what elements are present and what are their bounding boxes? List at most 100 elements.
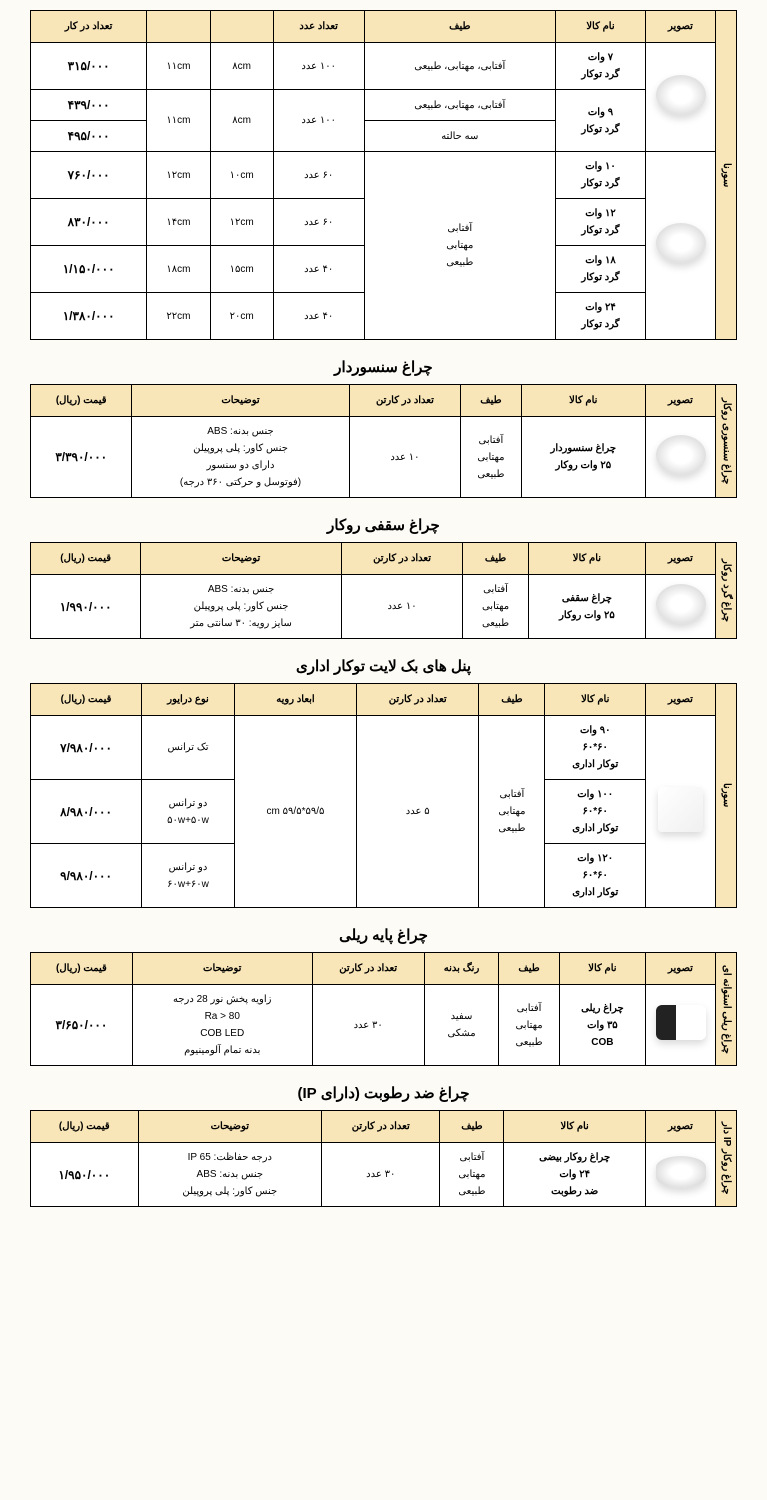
th-spec: طیف xyxy=(440,1111,504,1143)
dim2: ۱۲cm xyxy=(147,152,210,199)
th-qty: تعداد در کارتن xyxy=(341,543,462,575)
driver-type: تک ترانس xyxy=(142,716,235,780)
category-label: چراغ سنسوری روکار xyxy=(716,385,737,498)
table-row: ۱۰ واتگرد توکار آفتابیمهتابیطبیعی ۶۰ عدد… xyxy=(31,152,737,199)
dimensions: ۵۹/۵*۵۹/۵ cm xyxy=(234,716,356,908)
th-price: قیمت (ریال) xyxy=(31,953,133,985)
product-image xyxy=(646,152,716,340)
th-image: تصویر xyxy=(646,953,716,985)
price: ۱/۳۸۰/۰۰۰ xyxy=(31,293,147,340)
product-image xyxy=(646,985,716,1066)
dim2: ۱۴cm xyxy=(147,199,210,246)
description: زاویه پخش نور 28 درجه80 < RaCOB LEDبدنه … xyxy=(132,985,312,1066)
recessed-round-table: سورنا تصویر نام کالا طیف تعداد عدد تعداد… xyxy=(30,10,737,340)
light-spec: آفتابیمهتابیطبیعی xyxy=(461,417,521,498)
product-image xyxy=(646,417,716,498)
th-qty: تعداد در کارتن xyxy=(322,1111,440,1143)
qty: ۶۰ عدد xyxy=(273,152,364,199)
qty: ۴۰ عدد xyxy=(273,246,364,293)
th-driver: نوع درایور xyxy=(142,684,235,716)
table-row: چراغ روکار بیضی۲۴ واتضد رطوبت آفتابیمهتا… xyxy=(31,1143,737,1207)
light-spec: آفتابیمهتابیطبیعی xyxy=(463,575,529,639)
product-name: چراغ سنسوردار۲۵ وات روکار xyxy=(521,417,645,498)
section-title: چراغ ضد رطوبت (دارای IP) xyxy=(30,1084,737,1102)
price: ۱/۱۵۰/۰۰۰ xyxy=(31,246,147,293)
light-spec: سه حالته xyxy=(364,121,555,152)
dim1: ۲۰cm xyxy=(210,293,273,340)
track-light-table: چراغ ریلی استوانه ای تصویر نام کالا طیف … xyxy=(30,952,737,1066)
product-name: ۱۰ واتگرد توکار xyxy=(555,152,645,199)
th-name: نام کالا xyxy=(555,11,645,43)
price: ۹/۹۸۰/۰۰۰ xyxy=(31,844,142,908)
product-image xyxy=(646,575,716,639)
category-label: چراغ گرد روکار xyxy=(716,543,737,639)
table-row: ۹ واتگرد توکار آفتابی، مهتابی، طبیعی ۱۰۰… xyxy=(31,90,737,121)
section-title: چراغ پایه ریلی xyxy=(30,926,737,944)
th-desc: توضیحات xyxy=(138,1111,322,1143)
th-d2 xyxy=(147,11,210,43)
th-name: نام کالا xyxy=(521,385,645,417)
price: ۳/۳۹۰/۰۰۰ xyxy=(31,417,132,498)
section-title: چراغ سنسوردار xyxy=(30,358,737,376)
product-image xyxy=(646,1143,716,1207)
th-spec: طیف xyxy=(461,385,521,417)
qty: ۴۰ عدد xyxy=(273,293,364,340)
th-desc: توضیحات xyxy=(141,543,342,575)
body-color: سفیدمشکی xyxy=(424,985,499,1066)
th-price: تعداد در کار xyxy=(31,11,147,43)
th-d1 xyxy=(210,11,273,43)
th-price: قیمت (ریال) xyxy=(31,385,132,417)
dim2: ۱۱cm xyxy=(147,43,210,90)
th-qty: تعداد در کارتن xyxy=(357,684,479,716)
th-spec: طیف xyxy=(499,953,560,985)
sensor-light-table: چراغ سنسوری روکار تصویر نام کالا طیف تعد… xyxy=(30,384,737,498)
th-image: تصویر xyxy=(646,11,716,43)
driver-type: دو ترانس۵۰w+۵۰w xyxy=(142,780,235,844)
product-name: ۱۸ واتگرد توکار xyxy=(555,246,645,293)
product-name: ۲۴ واتگرد توکار xyxy=(555,293,645,340)
dim1: ۸cm xyxy=(210,43,273,90)
th-image: تصویر xyxy=(646,1111,716,1143)
dim2: ۱۱cm xyxy=(147,90,210,152)
dim1: ۱۲cm xyxy=(210,199,273,246)
price: ۱/۹۵۰/۰۰۰ xyxy=(31,1143,139,1207)
qty: ۶۰ عدد xyxy=(273,199,364,246)
category-label: سورنا xyxy=(716,684,737,908)
th-price: قیمت (ریال) xyxy=(31,684,142,716)
light-spec: آفتابیمهتابیطبیعی xyxy=(499,985,560,1066)
table-row: چراغ سنسوردار۲۵ وات روکار آفتابیمهتابیطب… xyxy=(31,417,737,498)
price: ۴۹۵/۰۰۰ xyxy=(31,121,147,152)
th-image: تصویر xyxy=(646,385,716,417)
product-name: چراغ سقفی۲۵ وات روکار xyxy=(528,575,645,639)
product-name: ۱۰۰ وات۶۰*۶۰توکار اداری xyxy=(545,780,646,844)
product-name: ۱۲ واتگرد توکار xyxy=(555,199,645,246)
backlight-panel-table: سورنا تصویر نام کالا طیف تعداد در کارتن … xyxy=(30,683,737,908)
qty: ۱۰ عدد xyxy=(349,417,461,498)
dim1: ۱۰cm xyxy=(210,152,273,199)
th-spec: طیف xyxy=(479,684,545,716)
dim2: ۲۲cm xyxy=(147,293,210,340)
driver-type: دو ترانس۶۰w+۶۰w xyxy=(142,844,235,908)
table-row: ۹۰ وات۶۰*۶۰توکار اداری آفتابیمهتابیطبیعی… xyxy=(31,716,737,780)
price: ۸/۹۸۰/۰۰۰ xyxy=(31,780,142,844)
th-name: نام کالا xyxy=(559,953,645,985)
table-row: ۷ واتگرد توکار آفتابی، مهتابی، طبیعی ۱۰۰… xyxy=(31,43,737,90)
light-spec: آفتابیمهتابیطبیعی xyxy=(364,152,555,340)
price: ۷/۹۸۰/۰۰۰ xyxy=(31,716,142,780)
th-qty: تعداد در کارتن xyxy=(349,385,461,417)
th-name: نام کالا xyxy=(528,543,645,575)
th-desc: توضیحات xyxy=(132,385,349,417)
ceiling-surface-table: چراغ گرد روکار تصویر نام کالا طیف تعداد … xyxy=(30,542,737,639)
description: درجه حفاظت: IP 65جنس بدنه: ABSجنس کاور: … xyxy=(138,1143,322,1207)
qty: ۱۰۰ عدد xyxy=(273,90,364,152)
description: جنس بدنه: ABSجنس کاور: پلی پروپیلندارای … xyxy=(132,417,349,498)
price: ۳/۶۵۰/۰۰۰ xyxy=(31,985,133,1066)
light-spec: آفتابی، مهتابی، طبیعی xyxy=(364,90,555,121)
th-image: تصویر xyxy=(646,543,716,575)
th-desc: توضیحات xyxy=(132,953,312,985)
table-row: چراغ سقفی۲۵ وات روکار آفتابیمهتابیطبیعی … xyxy=(31,575,737,639)
qty: ۱۰۰ عدد xyxy=(273,43,364,90)
product-name: ۷ واتگرد توکار xyxy=(555,43,645,90)
price: ۳۱۵/۰۰۰ xyxy=(31,43,147,90)
category-label: سورنا xyxy=(716,11,737,340)
